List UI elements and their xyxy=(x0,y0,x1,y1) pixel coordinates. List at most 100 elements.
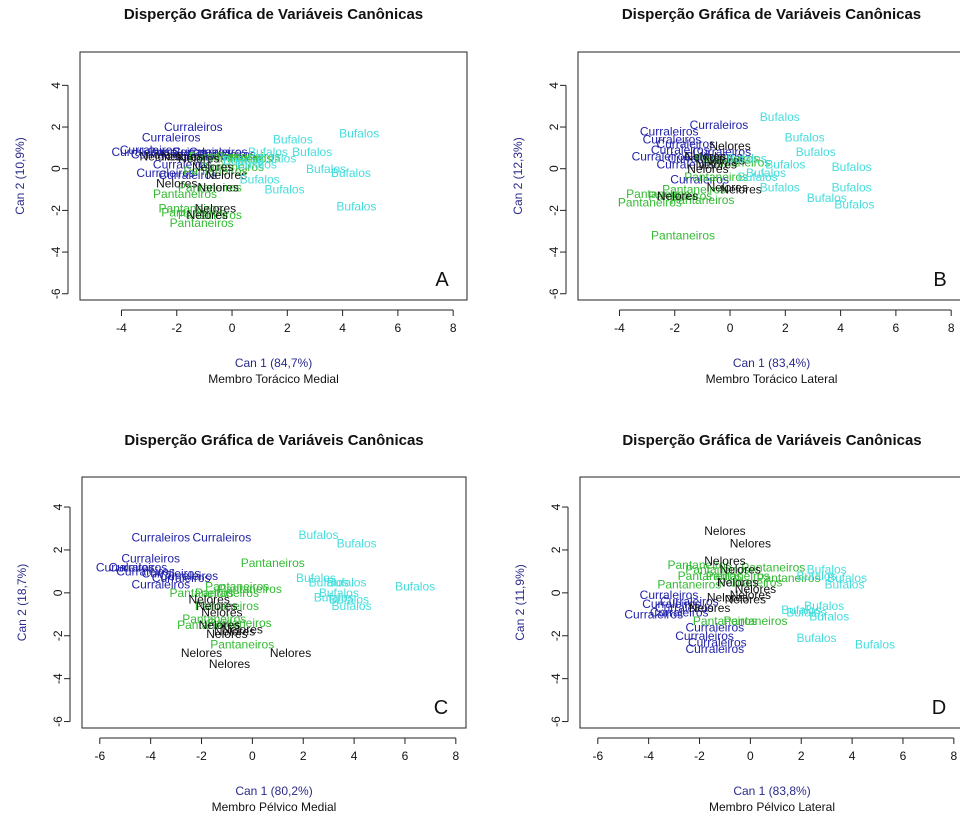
data-point-pantaneiros: Pantaneiros xyxy=(170,216,234,230)
data-point-bufalos: Bufalos xyxy=(760,181,800,195)
data-point-nelores: Nelores xyxy=(687,162,728,176)
y-axis-label: Can 2 (12,3%) xyxy=(511,137,525,214)
panel-subtitle: Membro Pélvico Lateral xyxy=(709,800,835,813)
x-axis-label: Can 1 (83,8%) xyxy=(733,784,810,798)
data-point-nelores: Nelores xyxy=(196,599,237,613)
data-point-bufalos: Bufalos xyxy=(256,151,296,165)
data-point-nelores: Nelores xyxy=(704,524,745,538)
data-point-curraleiros: Curraleiros xyxy=(131,147,190,161)
data-point-nelores: Nelores xyxy=(222,623,263,637)
data-point-nelores: Nelores xyxy=(657,189,698,203)
data-points: CurraleirosCurraleirosCurraleirosCurrale… xyxy=(618,110,875,243)
data-point-nelores: Nelores xyxy=(192,160,233,174)
data-point-bufalos: Bufalos xyxy=(237,158,277,172)
data-point-curraleiros: Curraleiros xyxy=(624,607,683,621)
x-axis-label: Can 1 (84,7%) xyxy=(235,356,312,370)
data-point-bufalos: Bufalos xyxy=(265,183,305,197)
data-point-pantaneiros: Pantaneiros xyxy=(189,149,253,163)
data-point-curraleiros: Curraleiros xyxy=(175,149,234,163)
y-tick-label: 4 xyxy=(549,503,563,510)
x-tick-label: 2 xyxy=(782,321,789,335)
data-point-nelores: Nelores xyxy=(178,151,219,165)
x-tick-label: 6 xyxy=(395,321,402,335)
data-point-curraleiros: Curraleiros xyxy=(120,143,179,157)
x-tick-label: 6 xyxy=(893,321,900,335)
data-point-bufalos: Bufalos xyxy=(331,166,371,180)
data-point-bufalos: Bufalos xyxy=(223,154,263,168)
y-tick-label: 2 xyxy=(51,546,65,553)
x-tick-label: -6 xyxy=(94,749,105,763)
data-point-nelores: Nelores xyxy=(209,657,250,671)
y-tick-label: -4 xyxy=(547,246,561,257)
data-point-bufalos: Bufalos xyxy=(785,131,825,145)
data-point-pantaneiros: Pantaneiros xyxy=(718,575,782,589)
x-axis-label: Can 1 (83,4%) xyxy=(733,356,810,370)
x-tick-label: 0 xyxy=(229,321,236,335)
data-point-bufalos: Bufalos xyxy=(296,571,336,585)
data-point-pantaneiros: Pantaneiros xyxy=(662,183,726,197)
data-point-bufalos: Bufalos xyxy=(738,170,778,184)
data-point-pantaneiros: Pantaneiros xyxy=(670,193,734,207)
data-point-bufalos: Bufalos xyxy=(314,590,354,604)
data-point-pantaneiros: Pantaneiros xyxy=(723,614,787,628)
x-tick-label: 8 xyxy=(950,749,957,763)
scatter-panel-d: Disperção Gráfica de Variáveis Canônicas… xyxy=(513,432,960,814)
data-point-bufalos: Bufalos xyxy=(807,191,847,205)
data-point-pantaneiros: Pantaneiros xyxy=(241,556,305,570)
data-point-curraleiros: Curraleiros xyxy=(685,620,744,634)
data-point-pantaneiros: Pantaneiros xyxy=(182,612,246,626)
data-point-bufalos: Bufalos xyxy=(796,631,836,645)
data-point-pantaneiros: Pantaneiros xyxy=(757,571,821,585)
data-point-nelores: Nelores xyxy=(199,618,240,632)
data-point-nelores: Nelores xyxy=(198,181,239,195)
x-tick-label: 8 xyxy=(452,749,459,763)
x-tick-label: -2 xyxy=(171,321,182,335)
data-point-bufalos: Bufalos xyxy=(746,166,786,180)
x-tick-label: 2 xyxy=(284,321,291,335)
x-tick-label: -4 xyxy=(614,321,625,335)
data-point-curraleiros: Curraleiros xyxy=(152,571,211,585)
data-point-bufalos: Bufalos xyxy=(809,610,849,624)
data-point-pantaneiros: Pantaneiros xyxy=(208,616,272,630)
x-tick-label: -2 xyxy=(196,749,207,763)
y-tick-label: 4 xyxy=(547,82,561,89)
data-point-bufalos: Bufalos xyxy=(336,199,376,213)
y-axis-label: Can 2 (11,9%) xyxy=(513,564,527,640)
data-point-bufalos: Bufalos xyxy=(240,172,280,186)
data-point-curraleiros: Curraleiros xyxy=(632,149,691,163)
data-point-nelores: Nelores xyxy=(188,592,229,606)
data-point-pantaneiros: Pantaneiros xyxy=(159,202,223,216)
data-point-bufalos: Bufalos xyxy=(786,605,826,619)
data-point-nelores: Nelores xyxy=(162,149,203,163)
data-point-curraleiros: Curraleiros xyxy=(116,565,175,579)
data-point-pantaneiros: Pantaneiros xyxy=(695,151,759,165)
y-tick-label: -4 xyxy=(49,246,63,257)
data-point-nelores: Nelores xyxy=(730,588,771,602)
scatter-panel-b: Disperção Gráfica de Variáveis Canônicas… xyxy=(511,6,960,386)
data-point-bufalos: Bufalos xyxy=(309,575,349,589)
x-tick-label: 4 xyxy=(849,749,856,763)
y-axis-label: Can 2 (18,7%) xyxy=(15,564,29,641)
y-tick-label: 2 xyxy=(547,123,561,130)
data-point-curraleiros: Curraleiros xyxy=(640,588,699,602)
data-point-bufalos: Bufalos xyxy=(760,110,800,124)
data-point-bufalos: Bufalos xyxy=(827,571,867,585)
data-point-bufalos: Bufalos xyxy=(832,181,872,195)
data-point-pantaneiros: Pantaneiros xyxy=(177,618,241,632)
data-point-nelores: Nelores xyxy=(709,139,750,153)
data-point-pantaneiros: Pantaneiros xyxy=(741,560,805,574)
x-tick-label: -4 xyxy=(643,749,654,763)
y-tick-label: 0 xyxy=(547,165,561,172)
data-point-pantaneiros: Pantaneiros xyxy=(651,229,715,243)
x-tick-label: 2 xyxy=(300,749,307,763)
data-point-pantaneiros: Pantaneiros xyxy=(657,577,721,591)
data-point-curraleiros: Curraleiros xyxy=(655,601,714,615)
x-tick-label: 2 xyxy=(798,749,805,763)
y-tick-label: -2 xyxy=(549,630,563,641)
panel-letter: A xyxy=(435,269,449,291)
y-tick-label: 0 xyxy=(49,165,63,172)
y-tick-label: 0 xyxy=(549,589,563,596)
data-point-curraleiros: Curraleiros xyxy=(131,530,190,544)
data-point-nelores: Nelores xyxy=(156,176,197,190)
